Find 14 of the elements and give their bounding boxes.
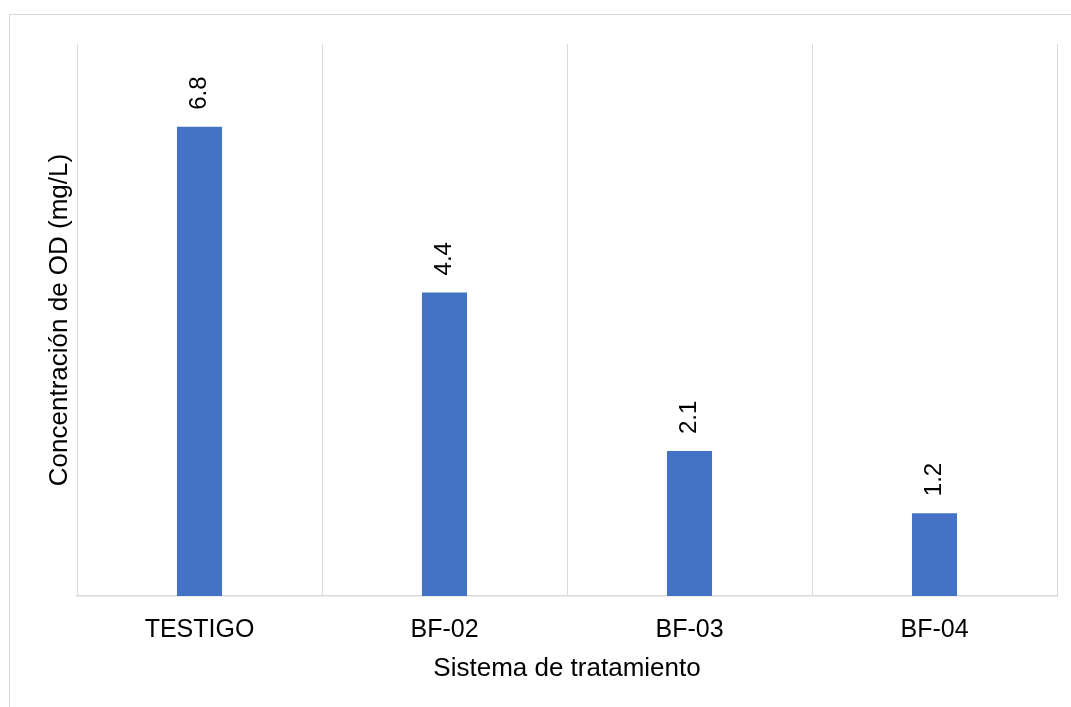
x-axis-title: Sistema de tratamiento <box>433 651 701 682</box>
bar <box>176 126 223 596</box>
x-tick-label: BF-03 <box>655 613 724 642</box>
data-label: 2.1 <box>674 400 702 435</box>
bar <box>911 513 958 596</box>
bar <box>421 292 468 596</box>
bar <box>666 451 713 596</box>
x-tick-label: TESTIGO <box>144 613 255 642</box>
x-tick-label: BF-02 <box>410 613 479 642</box>
data-label: 4.4 <box>429 242 457 276</box>
x-tick-label: BF-04 <box>900 613 969 642</box>
y-axis-title: Concentración de OD (mg/L) <box>42 153 73 487</box>
data-label: 1.2 <box>919 462 947 497</box>
data-label: 6.8 <box>184 76 212 110</box>
